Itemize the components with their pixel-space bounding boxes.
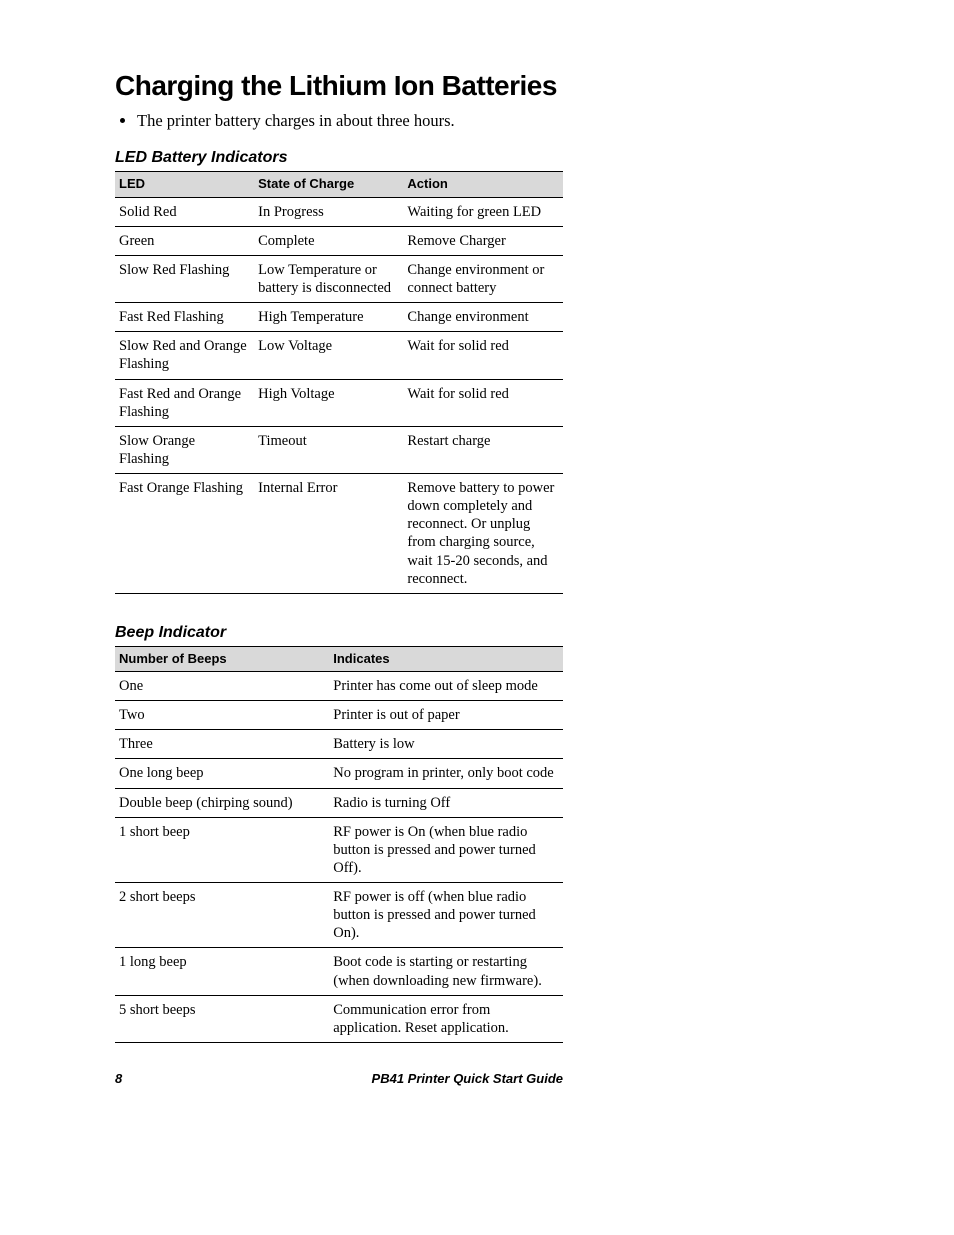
table-cell: High Voltage (254, 379, 403, 426)
table-cell: Slow Orange Flashing (115, 426, 254, 473)
table-cell: Printer is out of paper (329, 701, 563, 730)
table-row: ThreeBattery is low (115, 730, 563, 759)
table-row: Slow Red and Orange FlashingLow VoltageW… (115, 332, 563, 379)
footer-doc-title: PB41 Printer Quick Start Guide (372, 1071, 563, 1086)
table-cell: Fast Red Flashing (115, 303, 254, 332)
table-cell: Wait for solid red (403, 379, 563, 426)
table-cell: Waiting for green LED (403, 197, 563, 226)
table-cell: Restart charge (403, 426, 563, 473)
table-row: Solid RedIn ProgressWaiting for green LE… (115, 197, 563, 226)
column-header: State of Charge (254, 172, 403, 197)
table-row: 2 short beepsRF power is off (when blue … (115, 883, 563, 948)
table-cell: 5 short beeps (115, 995, 329, 1042)
table-cell: In Progress (254, 197, 403, 226)
table-cell: Fast Red and Orange Flashing (115, 379, 254, 426)
table-row: Fast Orange FlashingInternal ErrorRemove… (115, 474, 563, 594)
table-row: 1 long beepBoot code is starting or rest… (115, 948, 563, 995)
table-cell: 1 long beep (115, 948, 329, 995)
table-cell: Slow Red Flashing (115, 255, 254, 302)
column-header: LED (115, 172, 254, 197)
table-cell: Printer has come out of sleep mode (329, 672, 563, 701)
table-cell: 1 short beep (115, 817, 329, 882)
table-cell: Wait for solid red (403, 332, 563, 379)
table-cell: Internal Error (254, 474, 403, 594)
table-cell: Radio is turning Off (329, 788, 563, 817)
table-cell: 2 short beeps (115, 883, 329, 948)
table-row: Double beep (chirping sound)Radio is tur… (115, 788, 563, 817)
table-cell: RF power is On (when blue radio button i… (329, 817, 563, 882)
table-cell: No program in printer, only boot code (329, 759, 563, 788)
table-cell: One long beep (115, 759, 329, 788)
table-cell: Remove battery to power down completely … (403, 474, 563, 594)
table-cell: Double beep (chirping sound) (115, 788, 329, 817)
table-cell: Three (115, 730, 329, 759)
table-cell: Green (115, 226, 254, 255)
table-cell: Low Temperature or battery is disconnect… (254, 255, 403, 302)
table-cell: Two (115, 701, 329, 730)
table-cell: High Temperature (254, 303, 403, 332)
table-row: GreenCompleteRemove Charger (115, 226, 563, 255)
intro-bullets: The printer battery charges in about thr… (115, 110, 834, 131)
table-row: OnePrinter has come out of sleep mode (115, 672, 563, 701)
table-row: Fast Red FlashingHigh TemperatureChange … (115, 303, 563, 332)
intro-bullet-1: The printer battery charges in about thr… (137, 110, 834, 131)
table-cell: Boot code is starting or restarting (whe… (329, 948, 563, 995)
table-row: TwoPrinter is out of paper (115, 701, 563, 730)
column-header: Number of Beeps (115, 646, 329, 671)
beep-indicator-table: Number of BeepsIndicatesOnePrinter has c… (115, 646, 563, 1043)
column-header: Action (403, 172, 563, 197)
table-row: Slow Orange FlashingTimeoutRestart charg… (115, 426, 563, 473)
table-row: Slow Red FlashingLow Temperature or batt… (115, 255, 563, 302)
column-header: Indicates (329, 646, 563, 671)
table-row: Fast Red and Orange FlashingHigh Voltage… (115, 379, 563, 426)
page-title: Charging the Lithium Ion Batteries (115, 70, 834, 102)
table-cell: Change environment or connect battery (403, 255, 563, 302)
table-cell: Timeout (254, 426, 403, 473)
table-cell: Communication error from application. Re… (329, 995, 563, 1042)
table2-caption: Beep Indicator (115, 624, 834, 642)
table-cell: Battery is low (329, 730, 563, 759)
page-footer: 8 PB41 Printer Quick Start Guide (115, 1071, 563, 1086)
table-cell: RF power is off (when blue radio button … (329, 883, 563, 948)
page-number: 8 (115, 1071, 122, 1086)
table-cell: Complete (254, 226, 403, 255)
table-cell: Remove Charger (403, 226, 563, 255)
table-cell: Low Voltage (254, 332, 403, 379)
table-cell: One (115, 672, 329, 701)
table-cell: Change environment (403, 303, 563, 332)
table-row: 5 short beepsCommunication error from ap… (115, 995, 563, 1042)
table-cell: Fast Orange Flashing (115, 474, 254, 594)
table1-caption: LED Battery Indicators (115, 149, 834, 167)
led-indicators-table: LEDState of ChargeActionSolid RedIn Prog… (115, 171, 563, 593)
table-cell: Slow Red and Orange Flashing (115, 332, 254, 379)
table-row: 1 short beepRF power is On (when blue ra… (115, 817, 563, 882)
table-row: One long beepNo program in printer, only… (115, 759, 563, 788)
table-cell: Solid Red (115, 197, 254, 226)
